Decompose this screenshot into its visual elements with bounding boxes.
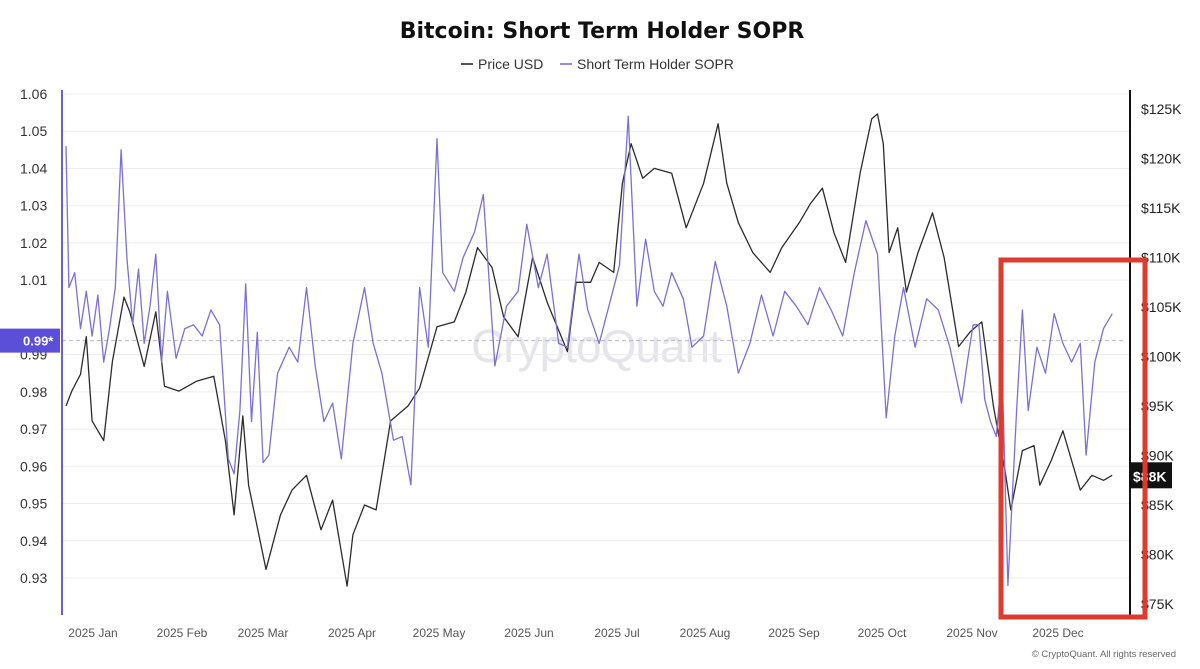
y-left-tick-label: 0.98 <box>20 384 47 400</box>
x-axis: 2025 Jan 2025 Feb 2025 Mar 2025 Apr 2025 May… <box>68 626 1083 640</box>
y-right-tick-label: $100K <box>1141 349 1182 365</box>
overlay-layer: 0.99* $88K <box>0 257 1172 620</box>
copyright-notice: © CryptoQuant. All rights reserved <box>1032 649 1176 660</box>
gridlines <box>62 93 1130 579</box>
x-tick-label: 2025 Jan <box>68 626 117 640</box>
x-tick-label: 2025 Oct <box>858 626 907 640</box>
y-left-tick-label: 1.01 <box>20 272 47 288</box>
y-right-tick-label: $115K <box>1141 200 1181 216</box>
y-right-tick-label: $125K <box>1141 101 1182 117</box>
series-layer <box>65 113 1113 587</box>
x-tick-label: 2025 May <box>413 626 466 640</box>
x-tick-label: 2025 Feb <box>157 626 208 640</box>
y-left-tick-label: 0.96 <box>20 458 47 474</box>
y-right-tick-label: $95K <box>1141 398 1174 414</box>
sopr-current-marker <box>0 328 60 353</box>
y-left-tick-label: 1.05 <box>20 123 47 139</box>
left-axis: 1.061.051.041.031.021.010.990.980.970.96… <box>20 86 63 615</box>
y-right-tick-label: $75K <box>1141 596 1174 612</box>
y-left-tick-label: 1.03 <box>20 198 47 214</box>
y-left-tick-label: 1.06 <box>20 86 47 102</box>
y-left-tick-label: 0.97 <box>20 421 47 437</box>
x-tick-label: 2025 Dec <box>1032 626 1083 640</box>
legend-item-price[interactable]: Price USD <box>478 56 543 72</box>
y-left-tick-label: 1.02 <box>20 235 47 251</box>
y-left-tick-label: 0.93 <box>20 570 47 586</box>
x-tick-label: 2025 Apr <box>328 626 376 640</box>
price-usd-line <box>65 113 1113 587</box>
price-current-marker-label: $88K <box>1133 468 1166 484</box>
right-axis: $125K $120K $115K $110K $105K $100K $95K $90K $8… <box>1129 90 1182 615</box>
y-left-tick-label: 1.04 <box>20 160 47 176</box>
highlight-box <box>998 257 1148 620</box>
y-right-tick-label: $80K <box>1141 547 1174 563</box>
sopr-current-marker-label: 0.99* <box>23 334 54 349</box>
chart-title: Bitcoin: Short Term Holder SOPR <box>400 19 805 44</box>
y-right-tick-label: $90K <box>1141 448 1174 464</box>
legend: Price USD Short Term Holder SOPR <box>461 56 734 72</box>
sopr-line <box>65 115 1113 587</box>
price-current-marker <box>1130 462 1172 489</box>
x-tick-label: 2025 Aug <box>680 626 731 640</box>
x-tick-label: 2025 Mar <box>238 626 289 640</box>
x-tick-label: 2025 Jun <box>504 626 553 640</box>
legend-item-sopr[interactable]: Short Term Holder SOPR <box>577 56 734 72</box>
y-left-tick-label: 0.94 <box>20 533 47 549</box>
x-tick-label: 2025 Nov <box>946 626 997 640</box>
watermark: CryptoQuant <box>471 320 722 372</box>
y-right-tick-label: $120K <box>1141 151 1182 167</box>
y-right-tick-label: $85K <box>1141 497 1174 513</box>
x-tick-label: 2025 Sep <box>768 626 820 640</box>
y-right-tick-label: $105K <box>1141 299 1182 315</box>
y-right-tick-label: $110K <box>1141 250 1181 266</box>
x-tick-label: 2025 Jul <box>594 626 639 640</box>
y-left-tick-label: 0.95 <box>20 496 47 512</box>
